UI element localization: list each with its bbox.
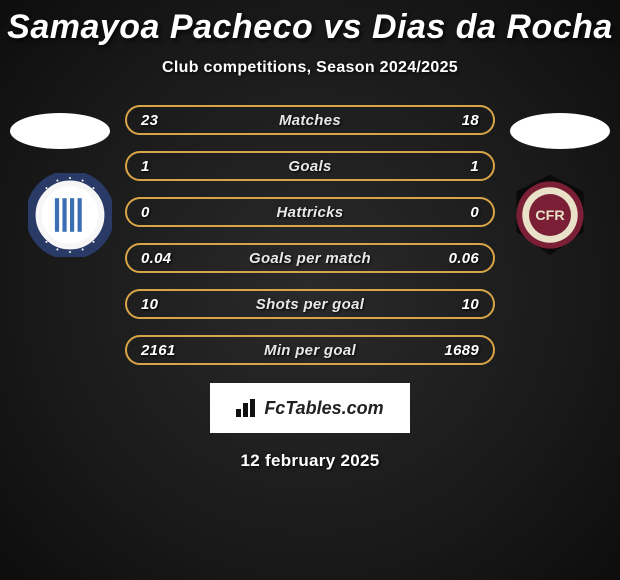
stats-list: 23Matches181Goals10Hattricks00.04Goals p… xyxy=(125,105,495,365)
stat-row: 2161 Min per goal 1689 xyxy=(125,335,495,365)
stat-left-value: 23 xyxy=(141,112,158,129)
bars-icon xyxy=(236,399,258,417)
badge-text: FcTables.com xyxy=(264,398,383,419)
stat-label: Min per goal xyxy=(264,342,356,359)
stat-label: Hattricks xyxy=(277,204,344,221)
stat-right-value: 18 xyxy=(462,112,479,129)
stat-row: 23 Matches 18 xyxy=(125,105,495,135)
stat-left-value: 10 xyxy=(141,296,158,313)
stat-right-value: 0 xyxy=(470,204,479,221)
stat-label: Goals xyxy=(288,158,331,175)
player-left-photo-placeholder xyxy=(10,113,110,149)
comparison-area: CFR 23Matches181Goals10Hattricks00.04Goa… xyxy=(0,105,620,375)
stat-row: 0.04 Goals per match 0.06 xyxy=(125,243,495,273)
stat-right-value: 1689 xyxy=(444,342,479,359)
fctables-badge[interactable]: FcTables.com xyxy=(210,383,410,433)
stat-right-value: 0.06 xyxy=(449,250,479,267)
stat-row: 10 Shots per goal 10 xyxy=(125,289,495,319)
stat-right-value: 10 xyxy=(462,296,479,313)
stat-row: 0 Hattricks 0 xyxy=(125,197,495,227)
svg-text:CFR: CFR xyxy=(535,208,565,224)
stat-left-value: 0 xyxy=(141,204,150,221)
club-right-crest: CFR xyxy=(508,173,592,257)
stat-label: Goals per match xyxy=(249,250,371,267)
club-left-crest xyxy=(28,173,112,257)
stat-row: 1 Goals 1 xyxy=(125,151,495,181)
player-right-photo-placeholder xyxy=(510,113,610,149)
page-title: Samayoa Pacheco vs Dias da Rocha xyxy=(0,0,620,47)
date-text: 12 february 2025 xyxy=(0,451,620,471)
stat-right-value: 1 xyxy=(470,158,479,175)
subtitle: Club competitions, Season 2024/2025 xyxy=(0,59,620,77)
stat-left-value: 1 xyxy=(141,158,150,175)
stat-left-value: 0.04 xyxy=(141,250,171,267)
stat-label: Shots per goal xyxy=(256,296,364,313)
stat-label: Matches xyxy=(279,112,341,129)
stat-left-value: 2161 xyxy=(141,342,176,359)
player-right-name: Dias da Rocha xyxy=(372,8,613,46)
vs-text: vs xyxy=(323,8,362,46)
player-left-name: Samayoa Pacheco xyxy=(7,8,313,46)
